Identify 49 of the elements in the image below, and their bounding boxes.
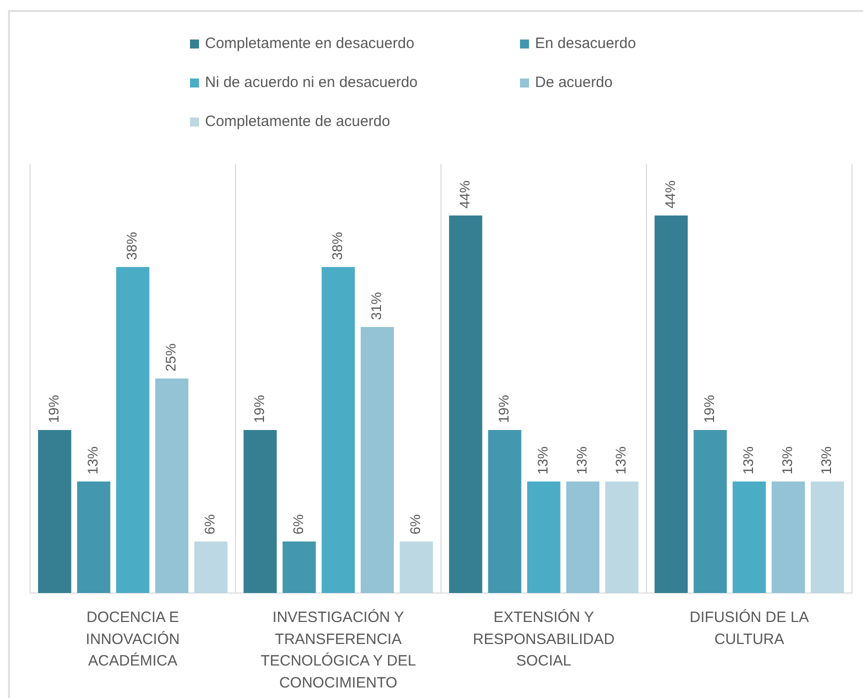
data-label: 25% [162,343,179,372]
data-label: 13% [612,446,629,474]
bar [449,215,482,593]
data-label: 44% [456,180,473,208]
bar [694,430,727,593]
data-label: 13% [779,446,796,474]
bar [732,481,766,593]
bar [527,481,560,593]
bar [38,430,72,593]
data-label: 38% [329,232,346,260]
data-label: 13% [534,446,551,474]
data-label: 13% [740,446,756,474]
data-label: 6% [290,514,306,535]
legend-label: Ni de acuerdo ni en desacuerdo [205,74,418,92]
data-label: 6% [407,514,424,535]
legend-label: Completamente en desacuerdo [205,35,414,52]
bar [155,378,188,593]
bar [360,327,394,593]
data-label: 13% [84,446,101,474]
bar [488,430,522,593]
x-tick-label: INVESTIGACIÓN Y TRANSFERENCIA TECNOLÓGICA Y DEL CONOCIMIENTO [260,608,416,692]
data-label: 19% [701,394,718,423]
legend-label: En desacuerdo [535,35,636,52]
bar [322,266,355,593]
bar [566,481,600,593]
bar [400,542,433,593]
data-label: 19% [496,394,512,423]
data-label: 38% [124,232,140,260]
data-label: 31% [368,292,384,320]
legend-label: Completamente de acuerdo [205,113,390,130]
data-label: 44% [662,180,678,208]
legend-label: De acuerdo [535,74,613,92]
data-label: 13% [574,446,590,474]
bar [194,542,228,593]
bar [654,215,688,593]
bar [77,481,110,593]
data-label: 6% [202,514,218,535]
bar [810,481,844,593]
data-label: 13% [818,446,834,474]
x-tick-label: EXTENSIÓN Y RESPONSABILIDAD SOCIAL [472,608,615,670]
bar [772,481,805,593]
bar [116,266,150,593]
data-label: 19% [46,394,62,423]
data-label: 19% [251,394,268,423]
x-tick-label: DOCENCIA E INNOVACIÓN ACADÉMICA [86,609,180,670]
bar [605,481,638,593]
bar [244,430,277,593]
x-tick-label: DIFUSIÓN DE LA CULTURA [690,608,809,648]
bar [282,542,316,593]
